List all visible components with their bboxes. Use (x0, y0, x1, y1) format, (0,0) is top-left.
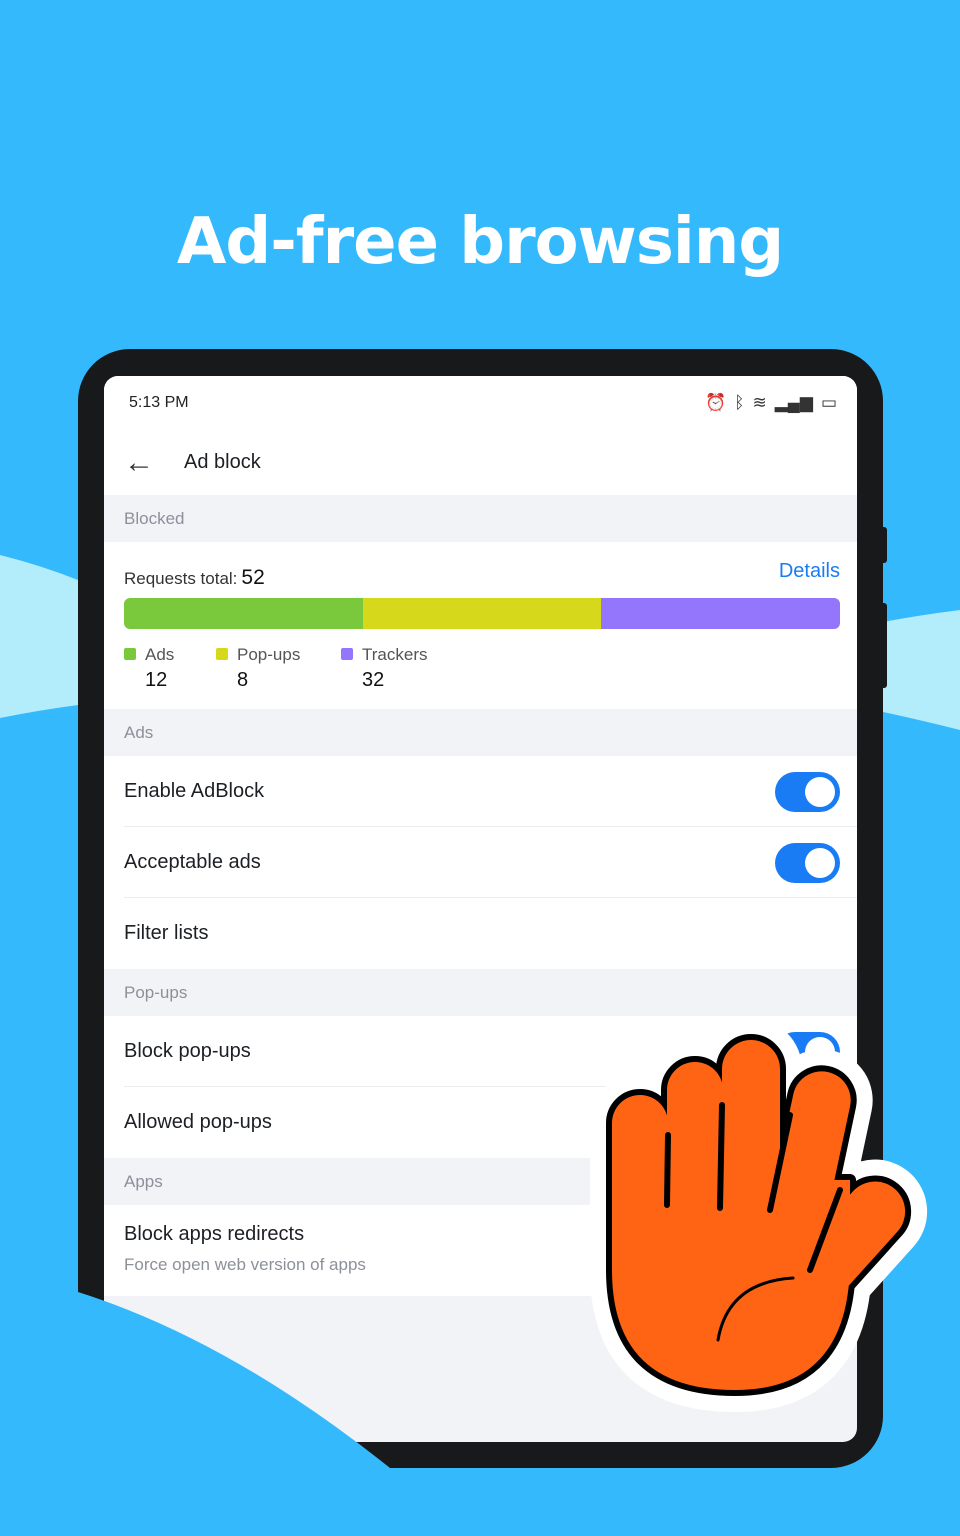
battery-icon: ▭ (820, 393, 837, 412)
acceptable-ads-toggle[interactable] (775, 842, 840, 883)
bar-segment-trackers (601, 598, 840, 629)
blocked-stats-card: Requests total: 52 Details Ads 12 Pop-ups 8 T… (104, 542, 857, 709)
filter-lists-label: Filter lists (124, 922, 209, 944)
acceptable-ads-row[interactable]: Acceptable ads (104, 827, 857, 898)
legend-value: 12 (145, 669, 168, 691)
legend-item: Pop-ups 8 (216, 645, 341, 692)
block-apps-redirects-row[interactable]: Block apps redirects Force open web vers… (104, 1205, 857, 1296)
block-redirects-label: Block apps redirects (124, 1223, 305, 1245)
section-header-blocked: Blocked (124, 509, 185, 528)
enable-adblock-row[interactable]: Enable AdBlock (104, 756, 857, 827)
legend-label: Ads (145, 645, 175, 664)
app-screen: 5:13 PM ⏰ ᛒ ≋ ▂▄▆ ▭ ← Ad block Blocked R… (104, 376, 857, 1442)
enable-adblock-label: Enable AdBlock (124, 780, 265, 802)
section-header-ads: Ads (124, 723, 154, 742)
legend-item: Ads 12 (124, 645, 216, 692)
block-popups-row[interactable]: Block pop-ups (104, 1016, 857, 1087)
allowed-popups-row[interactable]: Allowed pop-ups (104, 1087, 857, 1158)
legend: Ads 12 Pop-ups 8 Trackers 32 (124, 645, 840, 692)
requests-value: 52 (241, 566, 265, 589)
section-header-popups: Pop-ups (124, 983, 188, 1002)
tablet-button (883, 603, 887, 688)
bluetooth-icon: ᛒ (734, 393, 745, 412)
section-header-apps: Apps (124, 1172, 163, 1191)
filter-lists-row[interactable]: Filter lists (104, 898, 857, 969)
page-title: Ad block (184, 451, 261, 473)
legend-label: Pop-ups (237, 645, 301, 664)
legend-label: Trackers (362, 645, 428, 664)
acceptable-ads-label: Acceptable ads (124, 851, 261, 873)
alarm-icon: ⏰ (705, 393, 727, 412)
legend-value: 32 (362, 669, 385, 691)
headline: Ad-free browsing (176, 205, 784, 279)
status-bar: 5:13 PM ⏰ ᛒ ≋ ▂▄▆ ▭ (104, 376, 857, 430)
tablet-button (883, 527, 887, 563)
toolbar: ← Ad block (104, 430, 857, 495)
legend-swatch (124, 648, 136, 660)
block-popups-toggle[interactable] (775, 1031, 840, 1072)
legend-item: Trackers 32 (341, 645, 461, 692)
allowed-popups-label: Allowed pop-ups (124, 1111, 272, 1133)
signal-icon: ▂▄▆ (774, 393, 813, 412)
bar-segment-pop-ups (362, 598, 602, 629)
status-time: 5:13 PM (129, 394, 189, 411)
block-redirects-subtitle: Force open web version of apps (124, 1255, 366, 1274)
legend-value: 8 (237, 669, 249, 691)
details-link[interactable]: Details (778, 560, 840, 582)
wifi-icon: ≋ (752, 393, 767, 412)
requests-total: Requests total: 52 (124, 566, 840, 590)
requests-label: Requests total: (124, 569, 238, 588)
legend-swatch (216, 648, 228, 660)
back-arrow-icon[interactable]: ← (124, 445, 154, 479)
bar-segment-ads (124, 598, 363, 629)
enable-adblock-toggle[interactable] (775, 771, 840, 812)
block-popups-label: Block pop-ups (124, 1040, 251, 1062)
legend-swatch (341, 648, 353, 660)
blocked-bar (124, 598, 840, 629)
